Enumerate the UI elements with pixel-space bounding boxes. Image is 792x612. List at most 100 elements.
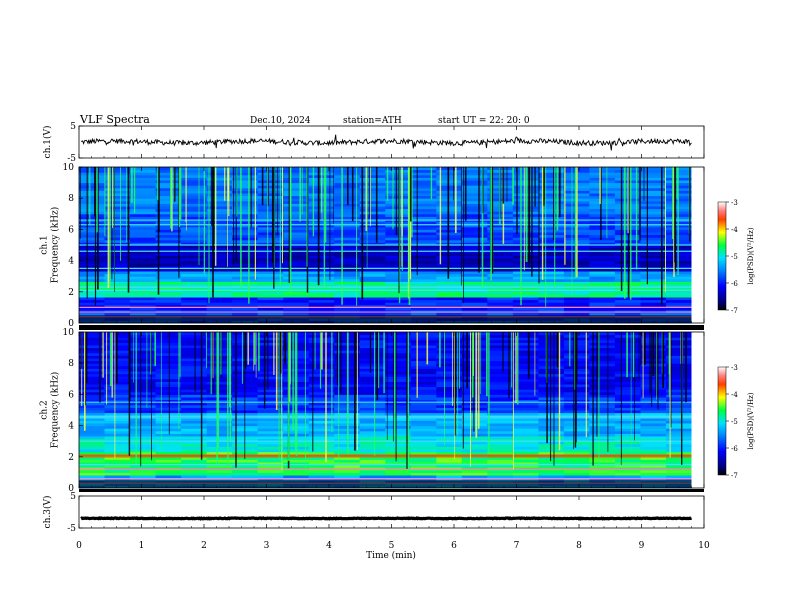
ch2-spectrogram-cell [385, 407, 412, 411]
ch2-spectrogram-cell [512, 412, 539, 416]
ch2-spectrogram-cell [181, 451, 208, 455]
ch2-spectrogram-cell [410, 397, 437, 401]
ch2-spectrogram-cell [79, 339, 105, 343]
ch1-spectrogram-cell [155, 312, 182, 316]
ch1-spectrogram-cell [155, 284, 182, 288]
ch2-spectrogram-cell [589, 360, 616, 364]
ch2-spectrogram-cell [257, 365, 284, 369]
ch2-spectrogram-cell [155, 410, 182, 414]
ch1-spectrogram-cell [410, 208, 437, 212]
ch2-spectrogram-cell [538, 381, 565, 385]
ch1-spectrogram-cell [410, 276, 437, 280]
ch2-spectrogram-cell [385, 360, 412, 364]
ch1-spectrogram-cell [666, 200, 692, 204]
ch2-spectrogram-cell [461, 433, 488, 437]
ch1-spectrogram-cell [181, 226, 208, 230]
ch2-spectrogram-cell [181, 436, 208, 440]
ch2-spectrogram-cell [512, 386, 539, 390]
ch2-spectrogram-cell [589, 339, 616, 343]
ch2-spectrogram-cell [487, 365, 514, 369]
ch2-spectrogram-cell [614, 394, 641, 398]
ch1-spectrogram-cell [283, 198, 310, 202]
ch1-spectrogram-cell [538, 278, 565, 282]
ch1-spectrogram-cell [538, 208, 565, 212]
ch1-spectrogram-cell [130, 304, 156, 308]
ch1-spectrogram-cell [359, 242, 386, 246]
ch1-spectrogram-cell [640, 239, 667, 243]
colorbar-tick-label: -4 [731, 391, 738, 399]
ch1-spectrogram-cell [538, 265, 565, 269]
ch2-spectrogram-cell [563, 441, 590, 445]
ch1-spectrogram-cell [666, 185, 692, 189]
ch2-spectrogram-cell [640, 459, 667, 463]
ch2-spectrogram-cell [512, 376, 539, 380]
ch1-spectrogram-cell [283, 190, 310, 194]
xtick-label: 9 [639, 541, 645, 551]
ch2-spectrogram-cell [436, 373, 463, 377]
ch2-spectrogram-cell [232, 475, 259, 479]
ch1-spectrogram-cell [385, 237, 412, 241]
ch1-spectrogram-cell [257, 294, 284, 298]
ch1-spectrogram-cell [359, 226, 386, 230]
ch2-spectrogram-cell [538, 384, 565, 388]
ch1-spectrogram-cell [206, 312, 233, 316]
ch1-spectrogram-cell [436, 180, 463, 184]
ch2-spectrogram-cell [79, 399, 105, 403]
ch2-spectrogram-cell [359, 469, 386, 473]
ch2-spectrogram-cell [487, 371, 514, 375]
ch1-spectrogram-cell [436, 276, 463, 280]
ch1-spectrogram-cell [334, 203, 361, 207]
ch2-spectrogram-cell [155, 428, 182, 432]
ch2-spectrogram-cell [410, 339, 437, 343]
ch3-waveform-panel: 5-5ch.3(V) [42, 492, 705, 534]
ch2-spectrogram-cell [206, 350, 233, 354]
ch2-spectrogram-cell [79, 381, 105, 385]
ch2-spectrogram-cell [104, 407, 131, 411]
ch1-spectrogram-cell [79, 172, 105, 176]
ch1-spectrogram-cell [359, 213, 386, 217]
ch1-spectrogram-cell [283, 234, 310, 238]
ch1-spectrogram-cell [232, 182, 259, 186]
ch1-spectrogram-cell [666, 271, 692, 275]
ch1-spectrogram-cell [283, 302, 310, 306]
ch1-spectrogram-cell [436, 221, 463, 225]
ch2-spectrogram-cell [436, 475, 463, 479]
ch2-spectrogram-cell [206, 339, 233, 343]
ch1-spectrogram-cell [232, 200, 259, 204]
ch2-spectrogram-cell [436, 381, 463, 385]
ch2-spectrogram-cell [461, 410, 488, 414]
ch2-spectrogram-cell [257, 373, 284, 377]
ch1-spectrogram-cell [436, 193, 463, 197]
ch1-spectrogram-cell [385, 242, 412, 246]
ch1-spectrogram-cell [308, 239, 335, 243]
ch2-spectrogram-cell [614, 446, 641, 450]
ch2-spectrogram-cell [359, 410, 386, 414]
ch2-spectrogram-cell [487, 352, 514, 356]
ch2-spectrogram-cell [538, 371, 565, 375]
ch1-spectrogram-cell [538, 167, 565, 171]
ch1-spectrogram-cell [257, 190, 284, 194]
ch2-spectrogram-cell [181, 464, 208, 468]
ch2-spectrogram-cell [614, 397, 641, 401]
ch2-spectrogram-cell [155, 417, 182, 421]
ch1-spectrogram-cell [232, 193, 259, 197]
ch1-spectrogram-cell [232, 245, 259, 249]
ch1-spectrogram-cell [206, 291, 233, 295]
ch2-spectrogram-cell [640, 397, 667, 401]
ch1-spectrogram-cell [104, 299, 131, 303]
ch1-spectrogram-cell [589, 234, 616, 238]
ch2-spectrogram-cell [563, 394, 590, 398]
ch1-spectrogram-cell [410, 278, 437, 282]
ch2-spectrogram-cell [487, 360, 514, 364]
ch2-spectrogram-cell [666, 371, 692, 375]
ch1-spectrogram-cell [257, 234, 284, 238]
ch1-spectrogram-cell [181, 268, 208, 272]
ch2-spectrogram-cell [359, 443, 386, 447]
ch2-spectrogram-cell [436, 428, 463, 432]
ch2-spectrogram-cell [538, 456, 565, 460]
panel-separator [79, 489, 704, 492]
ch1-spectrogram-cell [666, 226, 692, 230]
ch2-spectrogram-cell [640, 376, 667, 380]
ch1-spectrogram-cell [79, 291, 105, 295]
